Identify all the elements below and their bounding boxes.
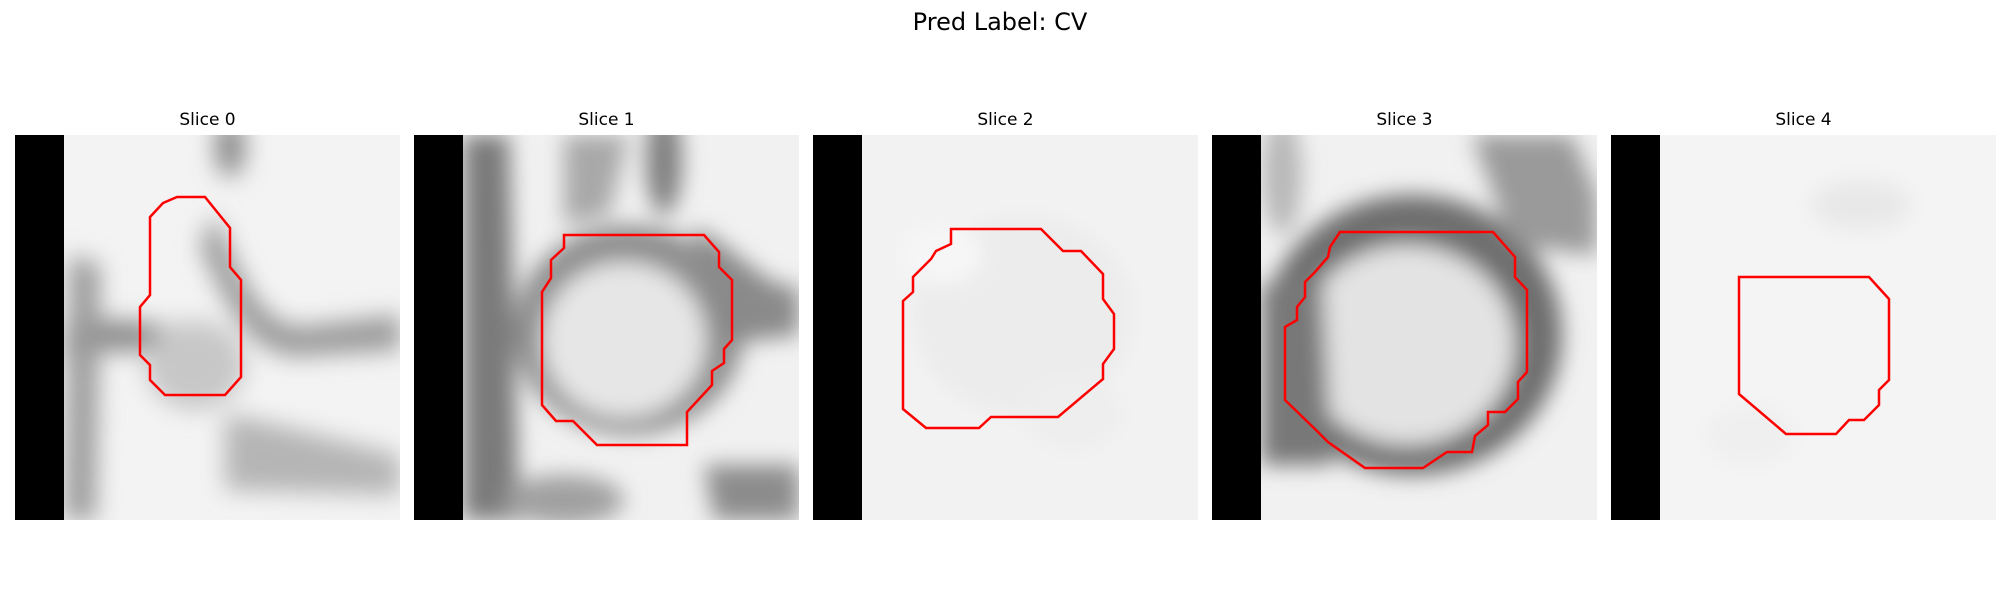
contour-0 bbox=[138, 195, 243, 397]
slice-title-3: Slice 3 bbox=[1376, 110, 1433, 130]
figure-title: Pred Label: CV bbox=[912, 8, 1088, 36]
slice-image-3 bbox=[1212, 135, 1597, 520]
contour-1 bbox=[540, 233, 734, 447]
slice-title-2: Slice 2 bbox=[977, 110, 1034, 130]
contour-4 bbox=[1737, 275, 1891, 436]
slice-image-0 bbox=[15, 135, 400, 520]
contour-2 bbox=[901, 227, 1116, 430]
slice-title-1: Slice 1 bbox=[578, 110, 635, 130]
slice-title-0: Slice 0 bbox=[179, 110, 236, 130]
contour-3 bbox=[1283, 230, 1529, 470]
slice-image-2 bbox=[813, 135, 1198, 520]
slice-image-1 bbox=[414, 135, 799, 520]
slice-title-4: Slice 4 bbox=[1775, 110, 1832, 130]
slice-image-4 bbox=[1611, 135, 1996, 520]
